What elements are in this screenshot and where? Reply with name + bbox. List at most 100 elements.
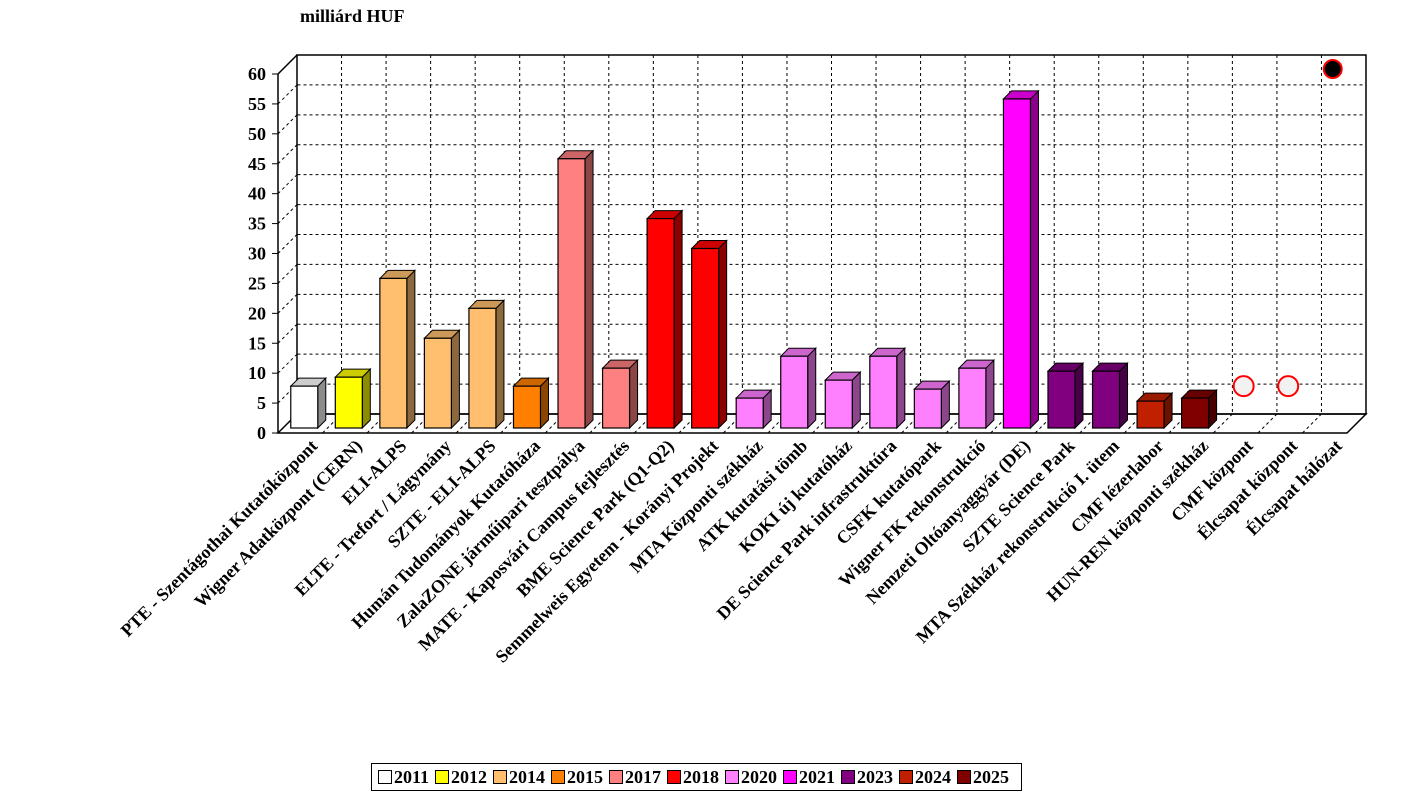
legend-item: 2017: [609, 767, 665, 788]
legend-item: 2021: [783, 767, 839, 788]
gridline-side: [277, 114, 298, 135]
bar-side: [896, 346, 906, 430]
gridline-floor: [678, 413, 699, 434]
bar: [958, 367, 987, 429]
y-tick-label: 60: [248, 64, 266, 84]
bar-side: [807, 346, 817, 430]
y-tick-label: 25: [248, 273, 266, 293]
legend-label: 2024: [915, 766, 952, 787]
legend-label: 2011: [394, 766, 430, 787]
bar: [557, 158, 586, 429]
legend-swatch: [609, 770, 624, 784]
legend-label: 2023: [857, 766, 894, 787]
gridline-floor: [901, 413, 921, 434]
legend-swatch: [841, 770, 856, 784]
gridline-floor: [990, 413, 1011, 434]
legend-label: 2018: [683, 766, 720, 787]
legend-swatch: [667, 770, 682, 784]
gridline-floor: [856, 413, 877, 434]
y-tick-label: 45: [248, 154, 266, 174]
gridline-floor: [1168, 413, 1189, 434]
legend-swatch: [957, 770, 972, 784]
axis-y-top-edge: [277, 54, 298, 75]
bar: [601, 367, 631, 429]
legend-item: 2025: [957, 767, 1013, 788]
bar-side: [361, 367, 371, 430]
bar-side: [718, 239, 728, 430]
gridline-floor: [1346, 413, 1367, 434]
legend-label: 2017: [625, 766, 662, 787]
y-tick-label: 15: [248, 333, 266, 353]
bar: [1091, 370, 1121, 429]
bar: [869, 355, 898, 429]
gridline-side: [277, 264, 298, 284]
bar-side: [673, 209, 683, 430]
gridline-floor: [589, 413, 610, 434]
legend-swatch: [899, 770, 914, 784]
gridline-floor: [945, 413, 966, 434]
legend-item: 2020: [725, 767, 781, 788]
bar: [1047, 370, 1076, 429]
legend-label: 2021: [799, 766, 836, 787]
gridline-floor: [1123, 413, 1144, 434]
legend-item: 2024: [899, 767, 955, 788]
marker-open: [1232, 375, 1255, 398]
legend-label: 2025: [973, 766, 1010, 787]
gridline-side: [277, 174, 298, 195]
bar-side: [406, 269, 416, 430]
bar: [913, 388, 942, 429]
bar: [290, 385, 319, 429]
gridline-floor: [500, 413, 521, 434]
legend-swatch: [725, 770, 740, 784]
bar-side: [629, 358, 639, 430]
y-tick-label: 5: [257, 393, 266, 413]
gridline-side: [277, 234, 298, 254]
bar: [1136, 400, 1165, 429]
bar-side: [985, 358, 995, 430]
legend-item: 2015: [551, 767, 607, 788]
bar: [735, 397, 764, 429]
marker-open: [1277, 375, 1300, 398]
y-tick-label: 50: [248, 124, 266, 144]
y-tick-label: 35: [248, 214, 266, 234]
gridline-side: [277, 323, 298, 344]
gridline-floor: [322, 413, 342, 434]
legend-item: 2014: [493, 767, 549, 788]
gridline-floor: [767, 413, 788, 434]
unit-label: milliárd HUF: [300, 6, 405, 26]
x-tick-label: PTE - Szentágothai Kutatóközpont: [117, 436, 322, 641]
legend-swatch: [783, 770, 798, 784]
gridline-floor: [1302, 413, 1322, 434]
legend-label: 2014: [509, 766, 546, 787]
gridline-floor: [812, 413, 832, 434]
gridline-side: [277, 144, 298, 165]
legend-item: 2012: [435, 767, 491, 788]
bar-side: [1119, 361, 1129, 430]
legend-label: 2015: [567, 766, 604, 787]
gridline-side: [277, 293, 298, 314]
marker-filled: [1322, 59, 1343, 79]
y-tick-label: 20: [248, 303, 266, 323]
legend-item: 2018: [667, 767, 723, 788]
legend-item: 2023: [841, 767, 897, 788]
gridline-floor: [723, 413, 743, 434]
legend-label: 2012: [451, 766, 488, 787]
y-tick-label: 10: [248, 363, 266, 383]
gridline-floor: [1213, 413, 1233, 434]
gridline-floor: [411, 413, 431, 434]
gridline-floor: [544, 413, 565, 434]
gridline-floor: [1079, 413, 1100, 434]
gridline-side: [277, 204, 298, 224]
bar: [824, 379, 853, 429]
bar-side: [851, 370, 861, 430]
gridline-floor: [455, 413, 476, 434]
gridline-side: [277, 84, 298, 105]
legend: 2011 2012 2014 2015 2017 2018 2020 2021 2023 2024…: [371, 763, 1023, 791]
y-tick-label: 40: [248, 184, 266, 204]
gridline-floor: [1257, 413, 1278, 434]
bar: [1181, 397, 1210, 429]
bar-side: [584, 149, 594, 430]
gridline-floor: [366, 413, 387, 434]
bar: [423, 337, 452, 429]
